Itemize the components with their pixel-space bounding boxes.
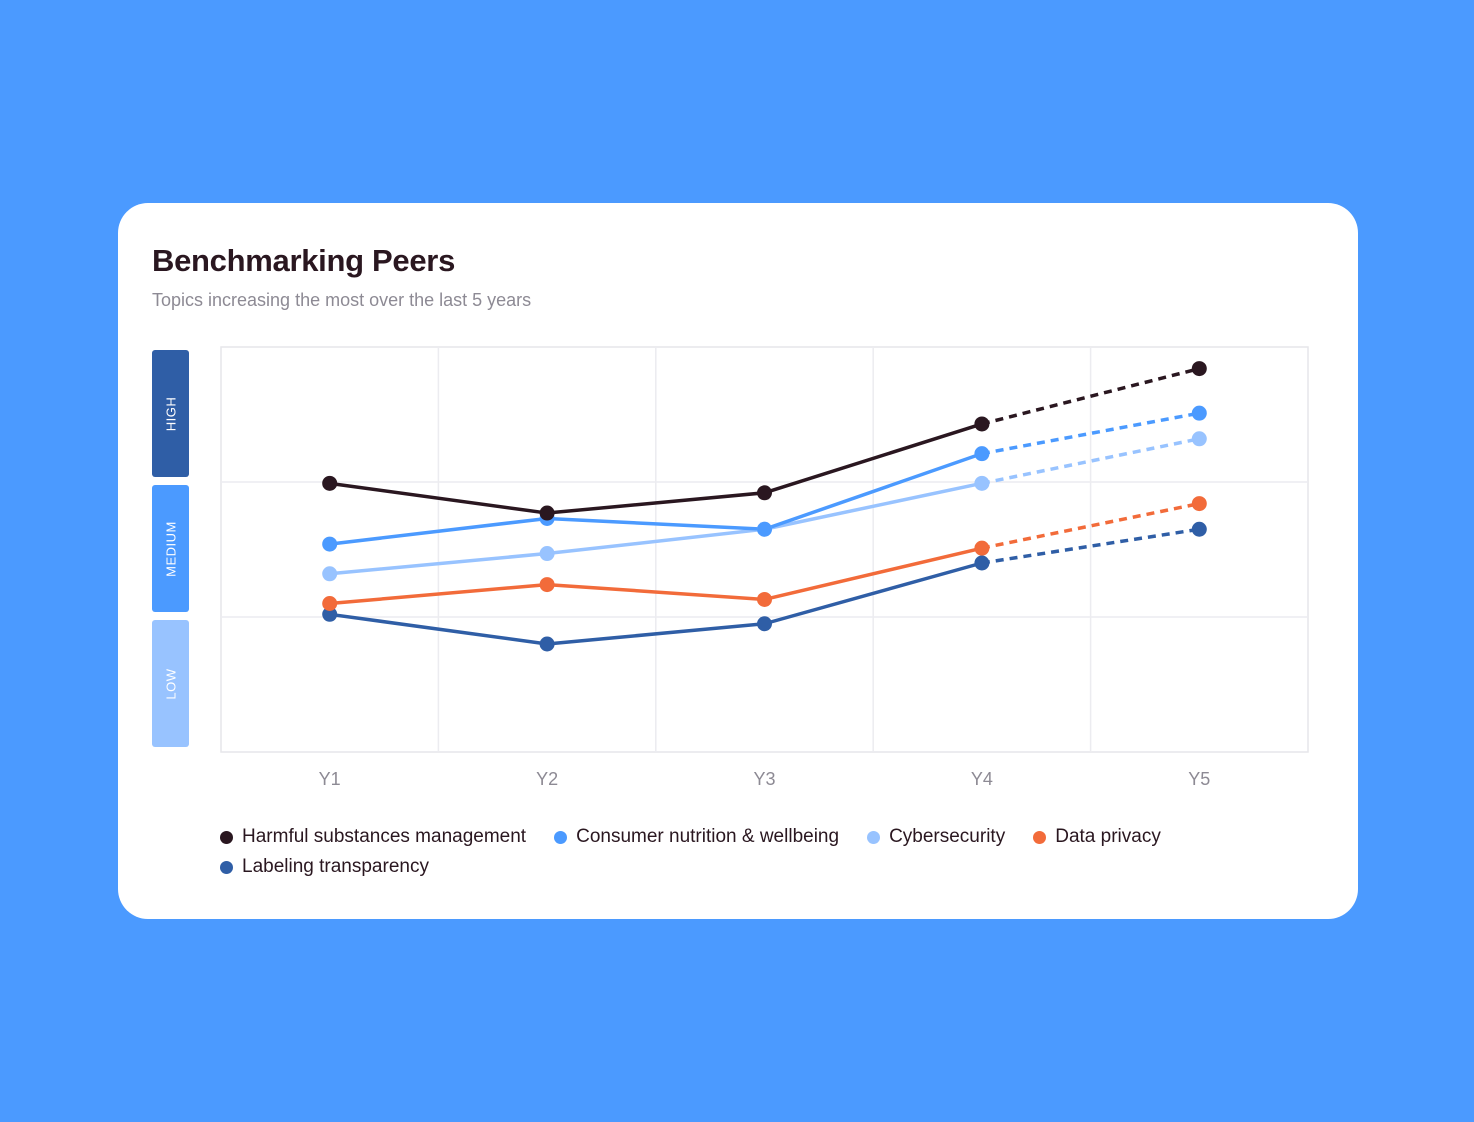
x-tick-label: Y2 xyxy=(536,769,558,789)
legend-label: Cybersecurity xyxy=(889,826,1006,847)
line-chart: Y1 Y2 Y3 Y4 Y5 xyxy=(220,346,1309,789)
chart-legend: Harmful substances management Consumer nu… xyxy=(220,825,1320,879)
data-point xyxy=(974,416,990,432)
legend-label: Data privacy xyxy=(1055,826,1161,847)
chart-grid xyxy=(220,346,1309,753)
data-point xyxy=(322,566,338,582)
series-line-projected xyxy=(981,411,1200,456)
data-point xyxy=(322,596,338,611)
legend-item: Harmful substances management xyxy=(220,825,526,849)
data-point xyxy=(1191,405,1207,421)
data-point xyxy=(322,475,338,491)
data-point xyxy=(974,446,990,462)
data-point xyxy=(1191,521,1207,537)
series-line-projected xyxy=(981,501,1200,550)
data-point xyxy=(1191,496,1207,512)
legend-swatch xyxy=(1033,830,1047,844)
plot-frame xyxy=(220,346,1309,753)
series-line xyxy=(327,481,984,576)
legend-label: Consumer nutrition & wellbeing xyxy=(576,826,840,847)
data-point xyxy=(322,536,338,552)
x-tick-label: Y4 xyxy=(971,769,993,789)
legend-item: Data privacy xyxy=(1033,825,1161,849)
legend-swatch xyxy=(220,830,233,844)
data-point xyxy=(1191,431,1207,447)
data-point xyxy=(974,475,990,491)
band-medium: MEDIUM xyxy=(152,485,189,612)
series-line-projected xyxy=(981,437,1200,486)
legend-item: Labeling transparency xyxy=(220,855,429,879)
legend-item: Consumer nutrition & wellbeing xyxy=(554,825,839,849)
data-point xyxy=(974,555,990,571)
series-line-projected xyxy=(981,527,1200,565)
legend-swatch xyxy=(220,860,233,874)
x-tick-label: Y1 xyxy=(319,769,341,789)
series-line-projected xyxy=(981,366,1200,426)
data-point xyxy=(1191,361,1207,377)
x-tick-label: Y3 xyxy=(753,769,775,789)
legend-swatch xyxy=(867,830,881,844)
data-point xyxy=(539,636,555,652)
x-tick-label: Y5 xyxy=(1188,769,1210,789)
data-point xyxy=(757,485,772,501)
x-axis-ticks: Y1 Y2 Y3 Y4 Y5 xyxy=(319,769,1211,789)
series-line xyxy=(327,561,984,646)
data-point xyxy=(539,577,555,593)
band-high: HIGH xyxy=(152,350,189,477)
legend-label: Labeling transparency xyxy=(242,856,429,877)
chart-card: Benchmarking Peers Topics increasing the… xyxy=(118,203,1358,919)
chart-lines xyxy=(327,366,1200,646)
series-line xyxy=(327,546,984,606)
data-point xyxy=(539,505,555,521)
chart-title: Benchmarking Peers xyxy=(152,243,456,278)
chart-points xyxy=(322,361,1207,652)
data-point xyxy=(757,521,772,537)
data-point xyxy=(539,546,555,562)
data-point xyxy=(322,606,338,622)
data-point xyxy=(974,540,990,556)
chart-subtitle: Topics increasing the most over the last… xyxy=(152,290,532,310)
legend-swatch xyxy=(554,830,568,844)
legend-item: Cybersecurity xyxy=(867,825,1005,849)
series-line xyxy=(327,451,984,546)
data-point xyxy=(757,591,772,607)
data-point xyxy=(757,616,772,632)
band-low: LOW xyxy=(152,620,189,747)
legend-label: Harmful substances management xyxy=(242,826,527,847)
series-line xyxy=(327,422,984,515)
